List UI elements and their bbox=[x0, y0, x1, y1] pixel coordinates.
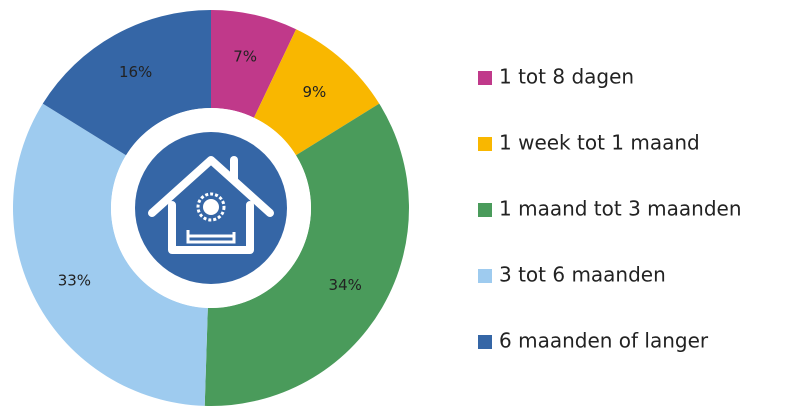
legend-swatch bbox=[478, 203, 492, 217]
legend: 1 tot 8 dagen 1 week tot 1 maand 1 maand t… bbox=[478, 65, 742, 353]
donut-segment bbox=[253, 29, 380, 156]
donut-segment bbox=[13, 103, 208, 406]
house-icon bbox=[148, 156, 274, 254]
value-label: 34% bbox=[329, 276, 362, 294]
value-label: 9% bbox=[302, 83, 326, 101]
legend-label: 1 week tot 1 maand bbox=[499, 131, 700, 155]
legend-swatch bbox=[478, 269, 492, 283]
donut-segment bbox=[204, 103, 409, 406]
legend-label: 6 maanden of langer bbox=[499, 329, 709, 353]
donut-segment bbox=[211, 10, 297, 118]
value-label: 33% bbox=[58, 272, 91, 290]
legend-swatch bbox=[478, 71, 492, 85]
value-label: 7% bbox=[233, 47, 257, 65]
donut-segment bbox=[42, 10, 211, 156]
legend-swatch bbox=[478, 335, 492, 349]
sun-core bbox=[203, 199, 219, 215]
donut: 7% 9% 34% 33% 16% bbox=[13, 10, 409, 406]
legend-label: 1 maand tot 3 maanden bbox=[499, 197, 742, 221]
legend-label: 3 tot 6 maanden bbox=[499, 263, 666, 287]
legend-swatch bbox=[478, 137, 492, 151]
sun-icon bbox=[196, 192, 226, 222]
bed-icon bbox=[186, 230, 236, 244]
legend-label: 1 tot 8 dagen bbox=[499, 65, 634, 89]
value-label: 16% bbox=[119, 63, 152, 81]
